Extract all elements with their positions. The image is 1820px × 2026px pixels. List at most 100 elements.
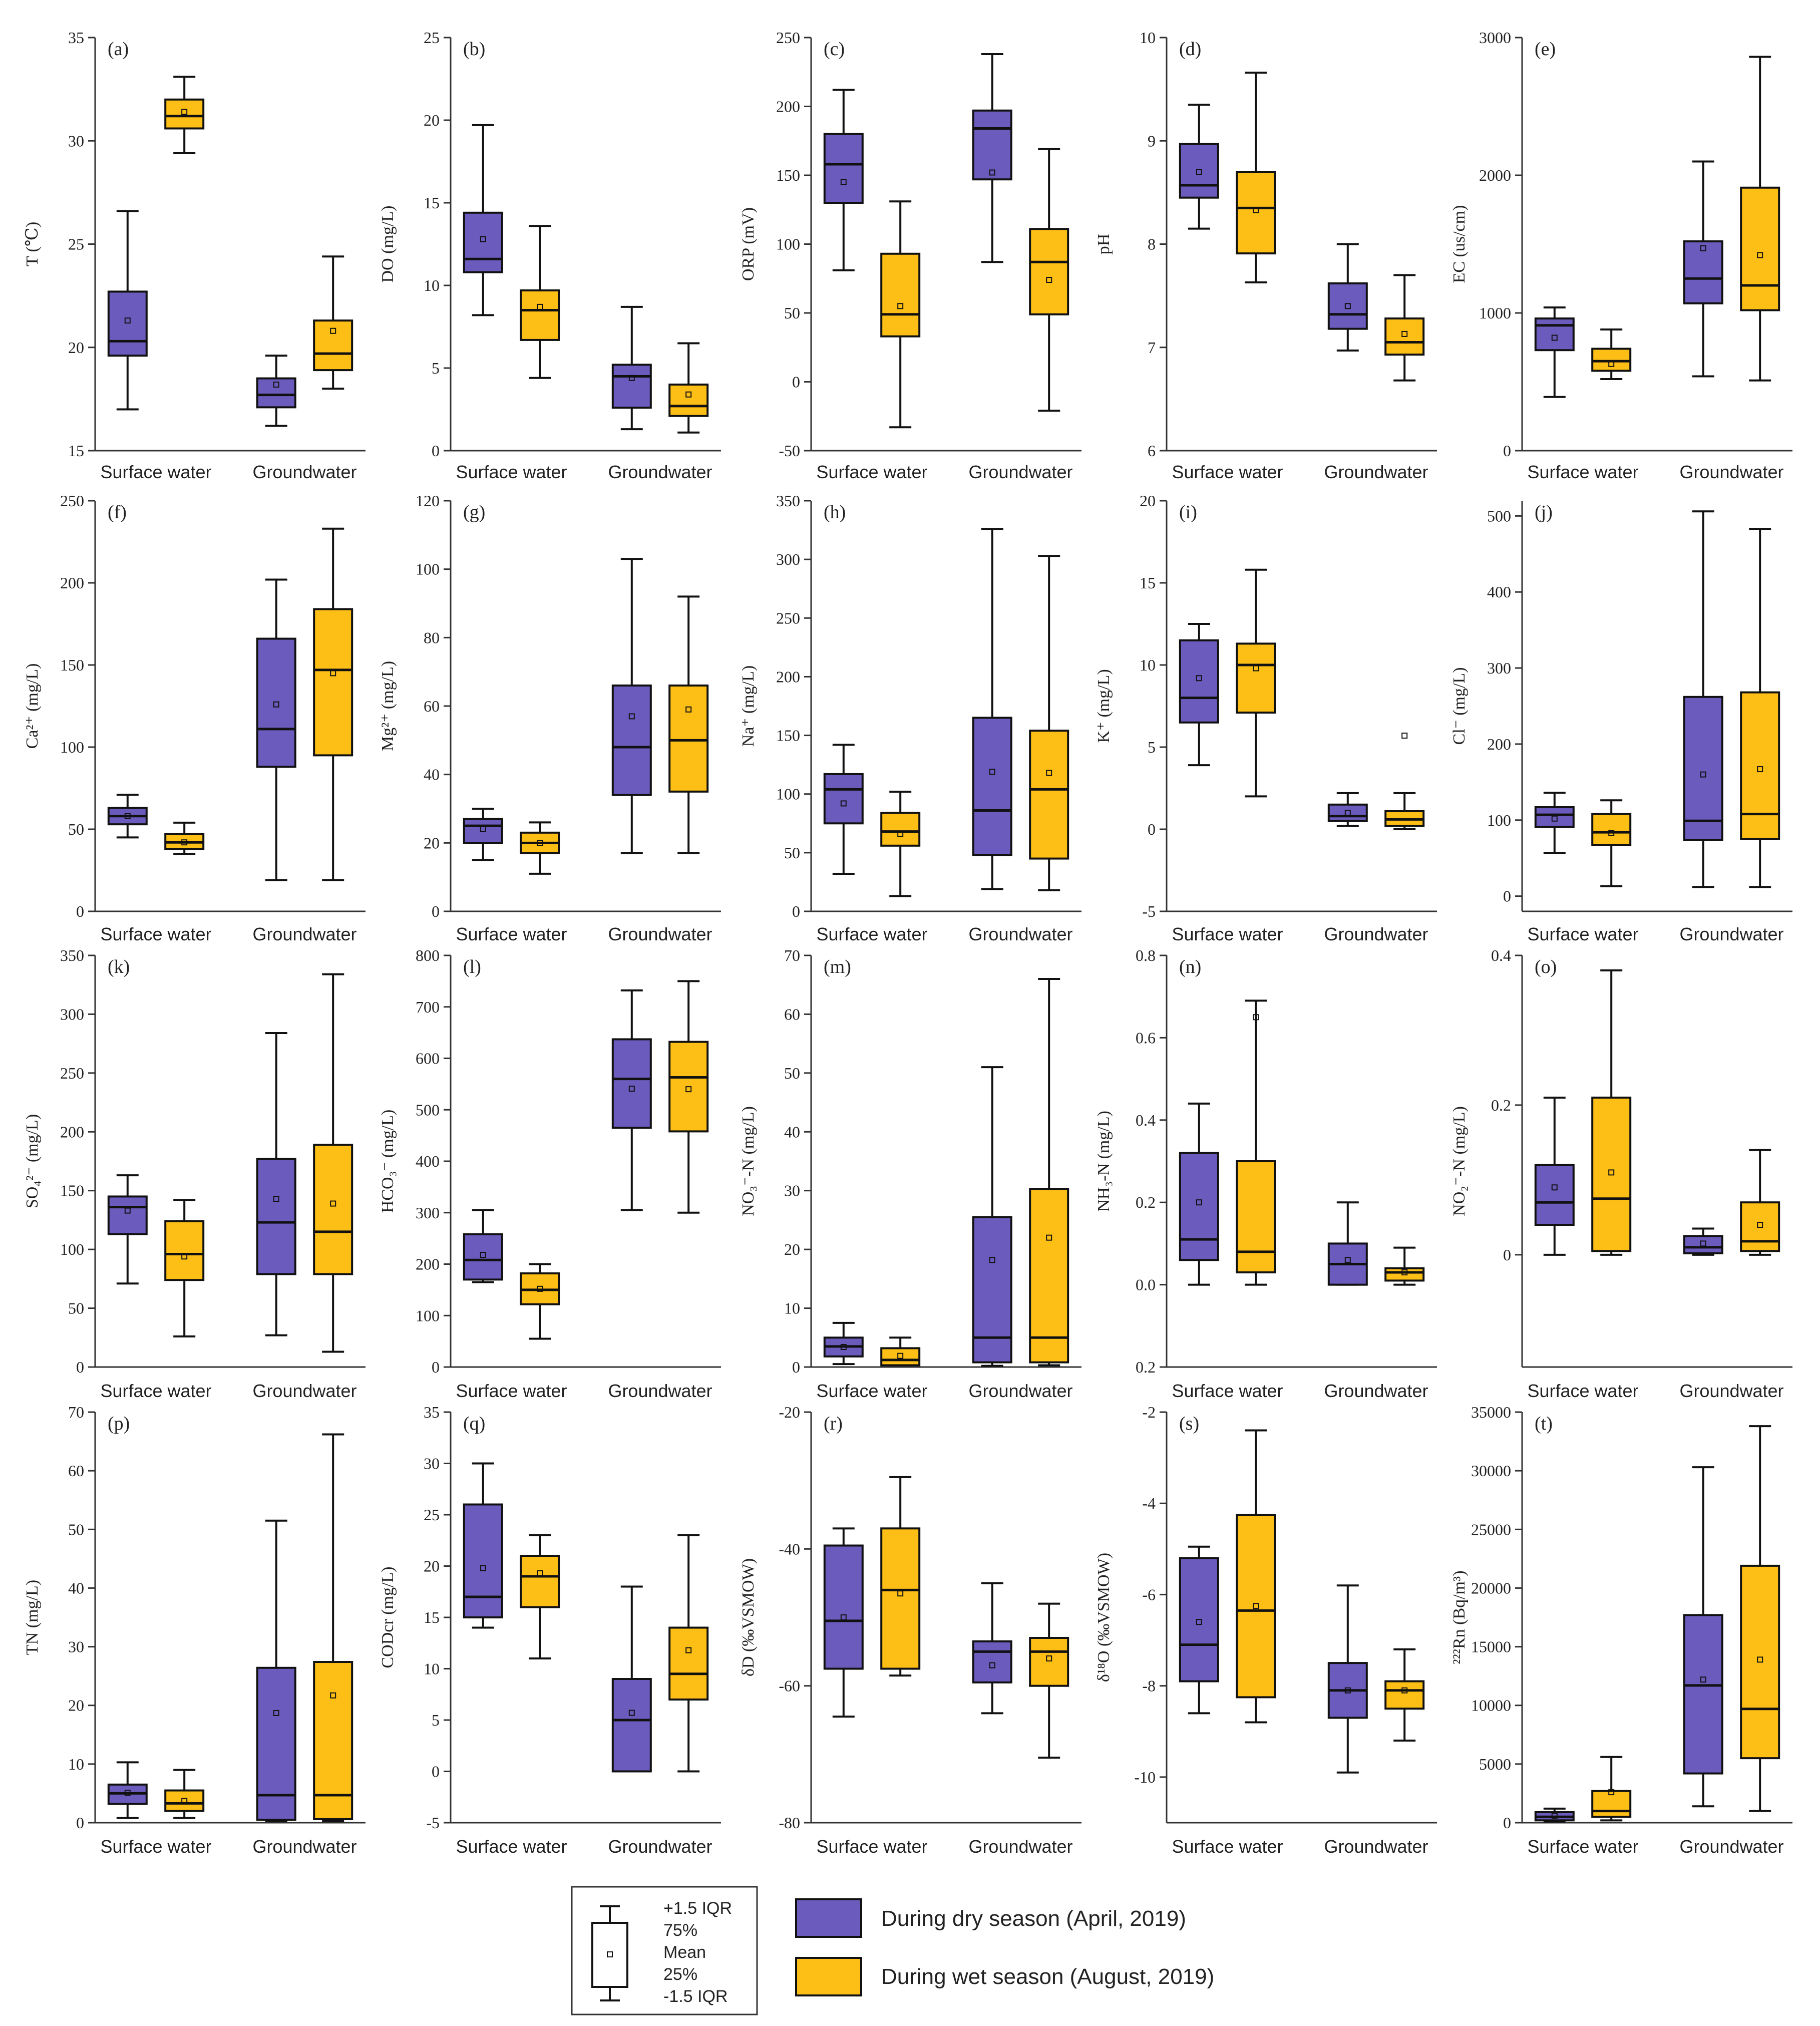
mean-marker-wet-ground — [330, 1692, 336, 1699]
box-dry-ground — [972, 1640, 1012, 1683]
panel-b: 0 5 10 15 20 25 (b) DO (mg/L) Surface water Groun… — [379, 29, 721, 482]
y-tick-label: 0.2 — [1136, 1193, 1156, 1211]
y-tick-label: 250 — [60, 1064, 84, 1082]
mean-marker-dry-surface — [1551, 1184, 1558, 1191]
box-dry-surface — [463, 818, 503, 844]
box-dry-ground — [611, 685, 652, 796]
y-tick-label: -40 — [779, 1540, 800, 1558]
panel-label: (d) — [1179, 39, 1201, 60]
y-tick-label: 5 — [432, 359, 440, 377]
mean-marker-dry-ground — [989, 1662, 995, 1668]
y-tick-label: 3000 — [1479, 29, 1511, 47]
y-tick-label: 10 — [68, 1755, 84, 1773]
y-tick-label: 100 — [416, 560, 440, 578]
y-tick-label: 20 — [424, 834, 440, 852]
mean-marker-dry-surface — [124, 317, 131, 324]
x-category-label: Groundwater — [968, 1836, 1072, 1857]
y-tick-label: 0 — [792, 373, 800, 391]
y-tick-label: 9 — [1148, 132, 1156, 150]
x-category-label: Groundwater — [608, 924, 712, 944]
x-category-label: Groundwater — [1679, 1381, 1783, 1401]
y-tick-label: 0.4 — [1491, 946, 1511, 964]
y-axis-title: Cl⁻ (mg/L) — [1450, 667, 1469, 745]
x-category-label: Groundwater — [1324, 1836, 1428, 1857]
panel-label: (f) — [108, 502, 127, 523]
y-tick-label: 0 — [792, 902, 800, 920]
mean-marker-wet-ground — [1757, 766, 1763, 773]
box-wet-ground — [1029, 730, 1069, 860]
box-wet-surface — [1236, 642, 1276, 714]
box-dry-surface — [1534, 1164, 1575, 1226]
y-tick-label: 10 — [1140, 656, 1156, 674]
y-tick-label: 50 — [784, 304, 800, 322]
x-category-label: Surface water — [1527, 1381, 1638, 1401]
mean-marker-dry-surface — [1551, 815, 1558, 822]
legend-key-mean-marker — [607, 1951, 613, 1957]
y-tick-label: -20 — [779, 1403, 800, 1421]
legend-key-label-lower-whisker: -1.5 IQR — [663, 1987, 727, 2006]
box-wet-surface — [880, 252, 921, 337]
mean-marker-dry-ground — [273, 1710, 279, 1716]
y-tick-label: 250 — [60, 492, 84, 510]
mean-marker-dry-ground — [273, 701, 279, 708]
y-axis-title: SO₄²⁻ (mg/L) — [23, 1114, 42, 1208]
panel-o: 0 0.2 0.4 (o) NO₂⁻-N (mg/L) Surface water Grou… — [1450, 946, 1792, 1401]
y-tick-label: 70 — [784, 946, 800, 964]
mean-marker-wet-ground — [1401, 1687, 1408, 1694]
box-dry-ground — [256, 1158, 296, 1275]
y-axis-title: NO₃⁻-N (mg/L) — [739, 1106, 758, 1216]
mean-marker-dry-surface — [480, 826, 486, 832]
box-wet-ground — [1384, 317, 1425, 356]
x-category-label: Surface water — [1527, 924, 1638, 944]
box-wet-surface — [880, 812, 921, 847]
box-dry-ground — [1683, 696, 1723, 841]
box-wet-surface — [520, 1555, 560, 1608]
y-tick-label: -8 — [1142, 1677, 1156, 1695]
mean-marker-dry-ground — [1344, 1687, 1351, 1694]
x-category-label: Surface water — [816, 1381, 927, 1401]
y-axis-title: ²²²Rn (Bq/m³) — [1450, 1570, 1469, 1664]
box-dry-ground — [611, 364, 652, 409]
x-category-label: Surface water — [100, 462, 211, 482]
y-tick-label: 0 — [1503, 1246, 1511, 1264]
mean-marker-dry-ground — [1700, 245, 1706, 251]
y-axis-title: T (℃) — [23, 222, 42, 266]
mean-marker-dry-surface — [124, 1207, 131, 1214]
box-wet-ground — [1029, 1637, 1069, 1687]
y-tick-label: 0 — [792, 1358, 800, 1376]
y-tick-label: 0 — [1503, 887, 1511, 905]
legend-key-label-q1: 25% — [663, 1965, 697, 1984]
y-tick-label: 20 — [68, 339, 84, 357]
y-tick-label: 100 — [776, 785, 800, 803]
y-axis-title: HCO₃⁻ (mg/L) — [379, 1110, 397, 1213]
box-wet-surface — [1591, 813, 1632, 846]
x-category-label: Groundwater — [968, 1381, 1072, 1401]
box-dry-surface — [1179, 1152, 1219, 1261]
box-dry-ground — [1683, 240, 1723, 304]
y-axis-title: K⁺ (mg/L) — [1095, 669, 1113, 743]
box-dry-ground — [972, 717, 1012, 856]
x-category-label: Groundwater — [252, 1381, 356, 1401]
x-category-label: Surface water — [456, 1836, 567, 1857]
y-tick-label: 0 — [76, 1814, 84, 1832]
x-category-label: Surface water — [1527, 1836, 1638, 1857]
y-tick-label: 20000 — [1471, 1579, 1511, 1597]
y-tick-label: 300 — [776, 550, 800, 568]
mean-marker-wet-ground — [1757, 1656, 1763, 1663]
legend-swatch-wet — [795, 1957, 862, 1996]
y-tick-label: 250 — [776, 29, 800, 47]
y-axis-title: TN (mg/L) — [23, 1580, 42, 1655]
panel-label: (g) — [463, 502, 485, 523]
y-tick-label: 250 — [776, 609, 800, 627]
y-tick-label: 30000 — [1471, 1462, 1511, 1480]
y-tick-label: 30 — [784, 1182, 800, 1200]
box-dry-ground — [1683, 1235, 1723, 1254]
y-tick-label: 70 — [68, 1403, 84, 1421]
mean-marker-wet-surface — [1608, 1169, 1615, 1176]
mean-marker-dry-ground — [1700, 1676, 1706, 1683]
y-tick-label: 30 — [68, 132, 84, 150]
y-tick-label: 20 — [784, 1240, 800, 1258]
box-dry-ground — [256, 1666, 296, 1821]
y-tick-label: 10 — [784, 1299, 800, 1317]
x-category-label: Groundwater — [252, 924, 356, 944]
